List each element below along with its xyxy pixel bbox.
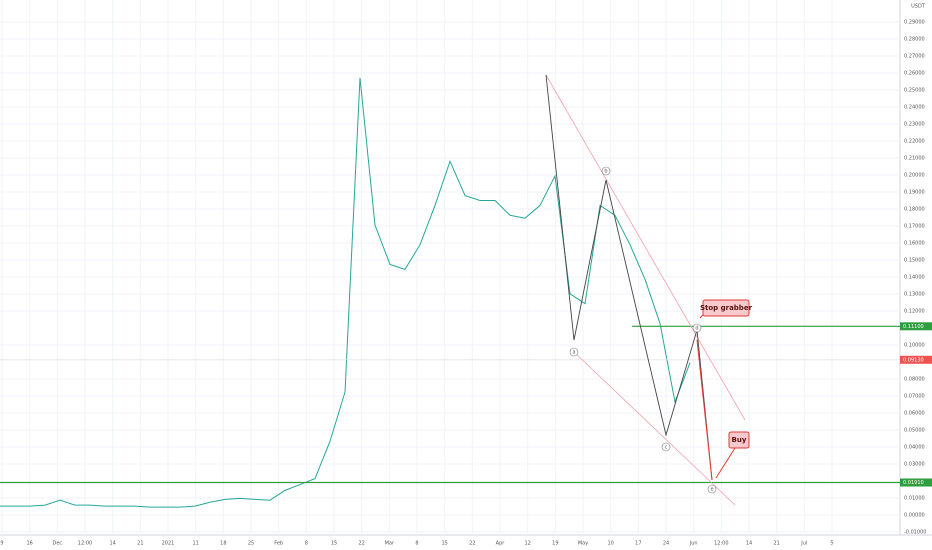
y-tick-label: 0.10000 (904, 343, 925, 349)
x-tick-label: May (578, 541, 588, 547)
wave-label: d (695, 326, 698, 332)
wave-label: a (572, 350, 575, 356)
x-tick-label: 8 (305, 541, 308, 547)
x-tick-label: Jun (689, 541, 698, 547)
level-tag (900, 478, 932, 487)
y-tick-label: 0.06000 (904, 411, 925, 417)
callout-box (728, 431, 750, 449)
y-tick-label: 0.15000 (904, 258, 925, 264)
wave-marker (601, 166, 611, 176)
y-tick-label: 0.03000 (904, 462, 925, 468)
y-tick-label: 0.13000 (904, 292, 925, 298)
x-tick-label: 12 (524, 541, 530, 547)
wave-label: b (604, 169, 607, 175)
x-tick-label: 22 (469, 541, 475, 547)
x-tick-label: 14 (109, 541, 115, 547)
x-tick-label: Jul (800, 541, 807, 547)
x-tick-label: 16 (26, 541, 32, 547)
x-tick-label: 12:00 (78, 541, 92, 547)
callout-box (702, 299, 750, 317)
x-tick-label: 21 (137, 541, 143, 547)
x-tick-label: 18 (220, 541, 226, 547)
y-tick-label: 0.29000 (904, 20, 925, 26)
y-tick-label: 0.20000 (904, 173, 925, 179)
y-tick-label: 0.18000 (904, 207, 925, 213)
y-tick-label: 0.08000 (904, 377, 925, 383)
y-tick-label: 0.16000 (904, 241, 925, 247)
projection-line (696, 339, 713, 481)
level-tag (900, 322, 932, 331)
x-tick-label: 15 (441, 541, 447, 547)
y-tick-label: 0.25000 (904, 88, 925, 94)
level-label: 0.09130 (903, 357, 924, 363)
y-tick-label: 0.21000 (904, 156, 925, 162)
y-tick-label: 0.14000 (904, 275, 925, 281)
y-tick-label: 0.17000 (904, 224, 925, 230)
wave-label: e (710, 487, 713, 493)
y-tick-label: 0.19000 (904, 190, 925, 196)
x-tick-label: 14 (746, 541, 752, 547)
y-tick-label: 0.22000 (904, 139, 925, 145)
y-tick-label: 0.24000 (904, 105, 925, 111)
x-tick-label: 10 (607, 541, 613, 547)
level-tag (900, 355, 932, 364)
x-tick-label: 12:00 (714, 541, 728, 547)
x-tick-label: 19 (552, 541, 558, 547)
y-tick-label: 0.05000 (904, 428, 925, 434)
y-tick-label: 0.04000 (904, 445, 925, 451)
x-tick-label: 22 (358, 541, 364, 547)
x-tick-label: Feb (274, 541, 283, 547)
x-tick-label: 25 (248, 541, 254, 547)
wave-label: c (665, 445, 668, 451)
x-tick-label: 8 (415, 541, 418, 547)
wave-marker (661, 442, 671, 452)
wave-marker (707, 484, 717, 494)
x-tick-label: 15 (331, 541, 337, 547)
level-label: 0.11100 (903, 324, 924, 330)
x-tick-label: 2021 (162, 541, 175, 547)
y-tick-label: 0.26000 (904, 71, 925, 77)
y-tick-label: -0.01000 (904, 530, 926, 536)
y-tick-label: 0.28000 (904, 37, 925, 43)
y-tick-label: 0.01000 (904, 496, 925, 502)
x-tick-label: Apr (496, 541, 506, 547)
x-tick-label: 9 (0, 541, 3, 547)
channel-line (545, 74, 746, 421)
x-tick-label: 11 (192, 541, 198, 547)
y-tick-label: 0.00000 (904, 513, 925, 519)
y-tick-label: 0.07000 (904, 394, 925, 400)
wave-path (545, 74, 713, 481)
x-tick-label: 17 (635, 541, 641, 547)
y-tick-label: 0.23000 (904, 122, 925, 128)
callout-text: Buy (732, 436, 747, 444)
x-tick-label: 5 (830, 541, 833, 547)
x-tick-label: 24 (663, 541, 669, 547)
price-line (0, 77, 691, 508)
callout-pointer (715, 447, 736, 479)
wave-marker (692, 323, 702, 333)
y-tick-label: 0.12000 (904, 309, 925, 315)
y-tick-label: 0.27000 (904, 54, 925, 60)
level-label: 0.01910 (903, 480, 924, 486)
channel-line (573, 351, 736, 506)
wave-marker (569, 347, 579, 357)
currency-label: USDT (911, 4, 926, 10)
x-tick-label: 21 (773, 541, 779, 547)
x-tick-label: Mar (385, 541, 395, 547)
x-tick-label: Dec (52, 541, 62, 547)
callout-text: Stop grabber (700, 304, 753, 312)
